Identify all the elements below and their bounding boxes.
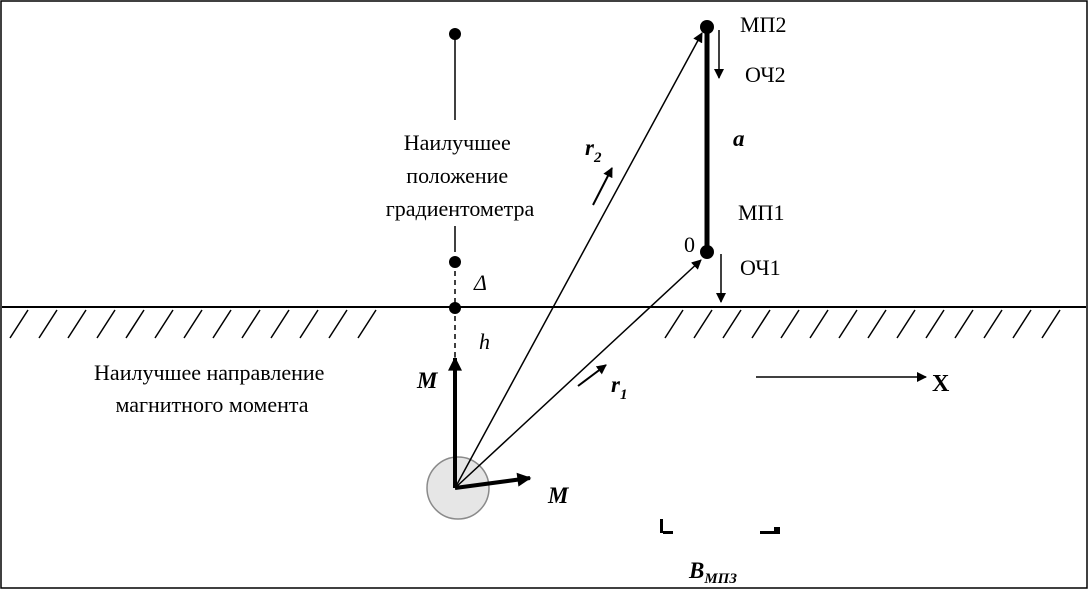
mp1-point: [700, 245, 714, 259]
x-axis-label: X: [932, 371, 950, 397]
moment-horizontal-label: M: [547, 483, 570, 508]
mp2-label: МП2: [740, 12, 786, 37]
r2-label-sub: 2: [593, 150, 602, 166]
field-label: BМПЗ: [688, 558, 737, 587]
r2-vector: [454, 32, 703, 489]
best-position-top-point: [449, 28, 461, 40]
best-position-line-1: Наилучшее: [404, 130, 511, 155]
field-vector-fragments: [660, 519, 780, 534]
moment-vertical-label: M: [416, 368, 439, 393]
r1-label-main: r: [611, 372, 621, 397]
best-position-caption: Наилучшее положение градиентометра: [386, 130, 535, 221]
field-label-sub: МПЗ: [703, 571, 737, 587]
base-a-label: a: [733, 126, 745, 151]
r1-label: r1: [611, 372, 627, 403]
r2-direction-arrow: [592, 167, 613, 206]
best-position-line-2: положение: [406, 163, 508, 188]
ground-hatching-left: [9, 309, 377, 339]
best-direction-line-1: Наилучшее направление: [94, 360, 324, 385]
r2-label-main: r: [585, 135, 595, 160]
best-direction-caption: Наилучшее направление магнитного момента: [94, 360, 330, 417]
field-label-main: B: [688, 558, 704, 583]
mp1-label: МП1: [738, 200, 784, 225]
h-label: h: [479, 329, 490, 354]
best-position-line-3: градиентометра: [386, 196, 535, 221]
r1-vector: [454, 259, 702, 489]
best-position-bottom-point: [449, 256, 461, 268]
delta-label: Δ: [473, 270, 487, 295]
origin-zero-label: 0: [684, 232, 695, 257]
och2-label: ОЧ2: [745, 62, 786, 87]
surface-point: [449, 302, 461, 314]
r1-direction-arrow: [577, 364, 607, 387]
r1-label-sub: 1: [620, 387, 628, 403]
ground-hatching-right: [664, 309, 1061, 339]
best-direction-line-2: магнитного момента: [115, 392, 308, 417]
och1-label: ОЧ1: [740, 255, 781, 280]
mp2-point: [700, 20, 714, 34]
r2-label: r2: [585, 135, 602, 166]
moment-horizontal-vector: [454, 472, 532, 490]
